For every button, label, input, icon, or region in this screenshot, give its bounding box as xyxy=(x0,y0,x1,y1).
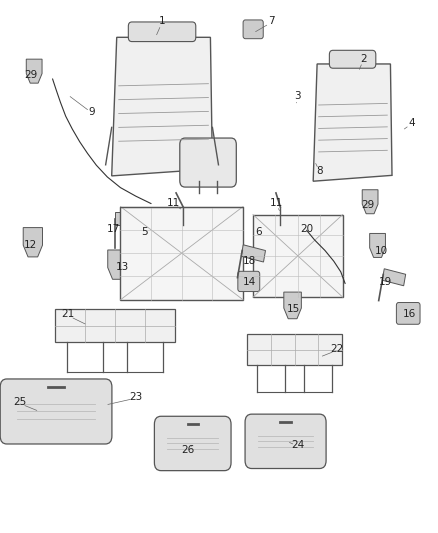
Bar xyxy=(247,334,342,365)
FancyBboxPatch shape xyxy=(396,303,420,324)
Text: 21: 21 xyxy=(61,310,74,319)
Text: 11: 11 xyxy=(166,198,180,207)
Text: 15: 15 xyxy=(287,304,300,314)
Text: 23: 23 xyxy=(129,392,142,402)
Polygon shape xyxy=(23,228,42,257)
Polygon shape xyxy=(108,250,127,279)
Text: 29: 29 xyxy=(361,200,374,210)
Text: 25: 25 xyxy=(13,398,26,407)
Text: 16: 16 xyxy=(403,310,416,319)
Polygon shape xyxy=(112,37,212,176)
Text: 19: 19 xyxy=(379,278,392,287)
Text: 12: 12 xyxy=(24,240,37,250)
FancyBboxPatch shape xyxy=(0,379,112,444)
Text: 26: 26 xyxy=(182,446,195,455)
Text: 8: 8 xyxy=(316,166,323,175)
FancyBboxPatch shape xyxy=(238,271,260,292)
Text: 9: 9 xyxy=(88,107,95,117)
Polygon shape xyxy=(115,212,139,225)
Text: 4: 4 xyxy=(408,118,415,127)
Bar xyxy=(120,206,243,300)
Polygon shape xyxy=(362,190,378,214)
Bar xyxy=(55,309,175,342)
Text: 7: 7 xyxy=(268,17,275,26)
Polygon shape xyxy=(177,219,190,238)
Polygon shape xyxy=(313,64,392,181)
FancyBboxPatch shape xyxy=(154,416,231,471)
Bar xyxy=(253,215,343,297)
Text: 17: 17 xyxy=(107,224,120,234)
FancyBboxPatch shape xyxy=(180,138,237,187)
FancyBboxPatch shape xyxy=(245,414,326,469)
Text: 29: 29 xyxy=(24,70,37,79)
Text: 18: 18 xyxy=(243,256,256,266)
FancyBboxPatch shape xyxy=(243,20,263,39)
Polygon shape xyxy=(241,245,265,262)
Text: 1: 1 xyxy=(159,17,166,26)
Text: 11: 11 xyxy=(269,198,283,207)
Text: 2: 2 xyxy=(360,54,367,63)
Text: 5: 5 xyxy=(141,227,148,237)
FancyBboxPatch shape xyxy=(128,22,196,42)
FancyBboxPatch shape xyxy=(329,50,376,68)
Polygon shape xyxy=(370,233,385,257)
Text: 20: 20 xyxy=(300,224,313,234)
Text: 3: 3 xyxy=(294,91,301,101)
Polygon shape xyxy=(382,269,406,286)
Text: 13: 13 xyxy=(116,262,129,271)
Text: 6: 6 xyxy=(255,227,262,237)
Polygon shape xyxy=(274,219,287,238)
Polygon shape xyxy=(26,59,42,83)
Text: 10: 10 xyxy=(374,246,388,255)
Text: 24: 24 xyxy=(291,440,304,450)
Text: 22: 22 xyxy=(331,344,344,354)
Polygon shape xyxy=(284,292,301,319)
Text: 14: 14 xyxy=(243,278,256,287)
